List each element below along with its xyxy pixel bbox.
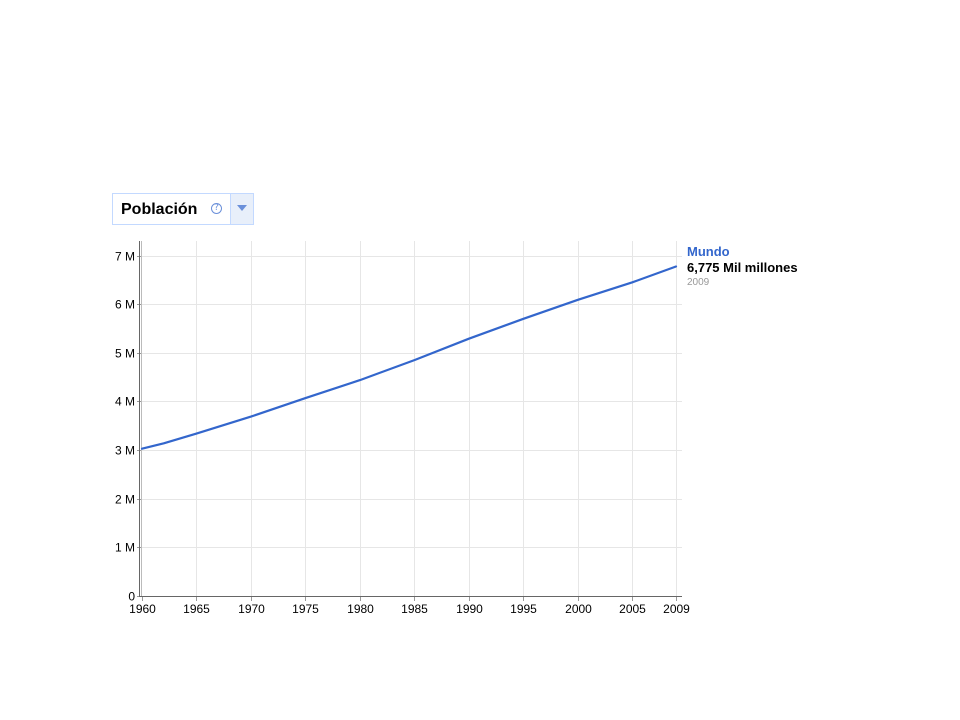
- x-tick-label: 1985: [401, 602, 428, 616]
- metric-selector[interactable]: Población ?: [112, 193, 254, 225]
- grid-lines: [142, 241, 682, 596]
- triangle-down-icon: [237, 205, 247, 211]
- legend-value: 6,775 Mil millones: [687, 260, 798, 275]
- x-tick-label: 1970: [238, 602, 265, 616]
- metric-label: Población: [121, 201, 198, 218]
- x-tick-label: 1980: [347, 602, 374, 616]
- x-tick-label: 2009: [663, 602, 690, 616]
- y-tick-label: 7 M: [115, 250, 135, 264]
- y-tick-label: 0: [128, 590, 135, 604]
- x-tick-label: 1995: [510, 602, 537, 616]
- y-tick-label: 5 M: [115, 347, 135, 361]
- series-layer: [140, 265, 678, 450]
- x-tick-label: 1975: [292, 602, 319, 616]
- series-line-0: [140, 265, 678, 450]
- x-tick-label: 1990: [456, 602, 483, 616]
- x-tick-label: 2000: [565, 602, 592, 616]
- y-tick-label: 1 M: [115, 541, 135, 555]
- help-icon[interactable]: ?: [211, 203, 222, 214]
- legend-series-name: Mundo: [687, 244, 730, 259]
- metric-dropdown-button[interactable]: [230, 194, 253, 224]
- y-tick-label: 3 M: [115, 444, 135, 458]
- x-tick-label: 1960: [129, 602, 156, 616]
- y-tick-label: 4 M: [115, 395, 135, 409]
- axes: [137, 241, 682, 601]
- legend-year: 2009: [687, 277, 710, 288]
- tick-labels: 0 1 M 2 M 3 M 4 M 5 M 6 M 7 M 1960 1965 1970 1975 19…: [115, 250, 690, 617]
- y-tick-label: 2 M: [115, 493, 135, 507]
- legend: Mundo 6,775 Mil millones 2009: [687, 244, 798, 290]
- y-tick-label: 6 M: [115, 298, 135, 312]
- x-tick-label: 2005: [619, 602, 646, 616]
- x-tick-label: 1965: [183, 602, 210, 616]
